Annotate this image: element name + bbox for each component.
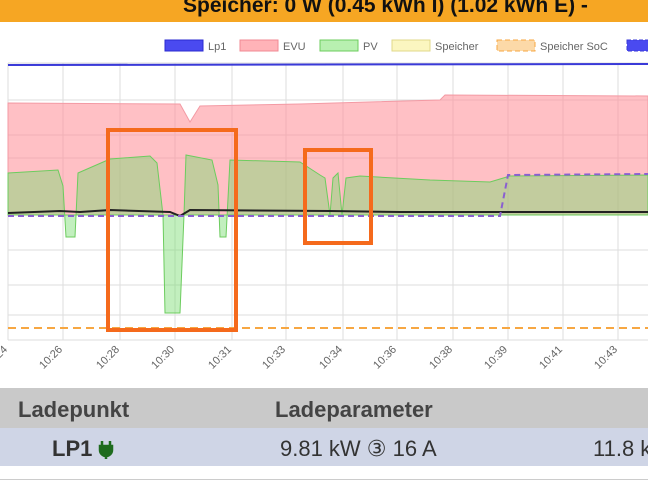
table: Ladepunkt Ladeparameter LP1 9.81 kW ③ 16…	[0, 388, 648, 480]
house-line	[7, 208, 648, 218]
column-header: Ladepunkt	[18, 397, 130, 422]
x-tick-label: 10:41	[537, 344, 565, 372]
lp1-line	[7, 63, 648, 66]
cell: LP1	[52, 436, 93, 461]
x-tick-label: 10:36	[371, 344, 399, 372]
legend-swatch	[319, 39, 359, 52]
x-tick-label: 10:24	[0, 344, 10, 372]
legend: Lp1 EVU PV Speicher Speicher SoC	[164, 39, 608, 53]
x-tick-label: 10:31	[206, 344, 234, 372]
legend-label: EVU	[283, 41, 306, 53]
legend-swatch	[626, 39, 648, 52]
cell: 11.8 k	[593, 436, 648, 461]
x-tick-label: 10:43	[592, 344, 620, 372]
chart: Lp1 EVU PV Speicher Speicher SoC 10:24 10:26 1…	[0, 39, 648, 372]
legend-swatch	[496, 39, 536, 52]
plug-icon	[99, 441, 114, 459]
x-axis: 10:24 10:26 10:28 10:30 10:31 10:33 10:34 10:36…	[0, 344, 620, 372]
legend-swatch	[164, 39, 204, 52]
legend-label: Speicher SoC	[540, 41, 608, 53]
x-tick-label: 10:34	[317, 344, 345, 372]
table-row[interactable]: LP1 9.81 kW ③ 16 A 11.8 k	[0, 428, 648, 466]
x-tick-label: 10:26	[37, 344, 65, 372]
pv-area	[7, 154, 648, 314]
x-tick-label: 10:28	[94, 344, 122, 372]
legend-swatch	[239, 39, 279, 52]
legend-swatch	[391, 39, 431, 52]
highlight-box	[106, 128, 238, 332]
highlight-box	[303, 148, 373, 245]
legend-label: Speicher	[435, 41, 479, 53]
header-text: Speicher: 0 W (0.45 kWh I) (1.02 kWh E) …	[183, 0, 588, 17]
x-tick-label: 10:38	[427, 344, 455, 372]
x-tick-label: 10:30	[149, 344, 177, 372]
x-tick-label: 10:33	[260, 344, 288, 372]
legend-label: Lp1	[208, 41, 226, 53]
cell: 9.81 kW ③ 16 A	[280, 436, 437, 461]
legend-label: PV	[363, 41, 378, 53]
soc-line	[8, 173, 648, 217]
header-bar: Speicher: 0 W (0.45 kWh I) (1.02 kWh E) …	[0, 0, 648, 22]
table-header: Ladepunkt Ladeparameter	[0, 388, 648, 428]
divider	[0, 479, 648, 480]
column-header: Ladeparameter	[275, 397, 433, 422]
charge-point[interactable]: LP1	[52, 436, 114, 462]
x-tick-label: 10:39	[482, 344, 510, 372]
